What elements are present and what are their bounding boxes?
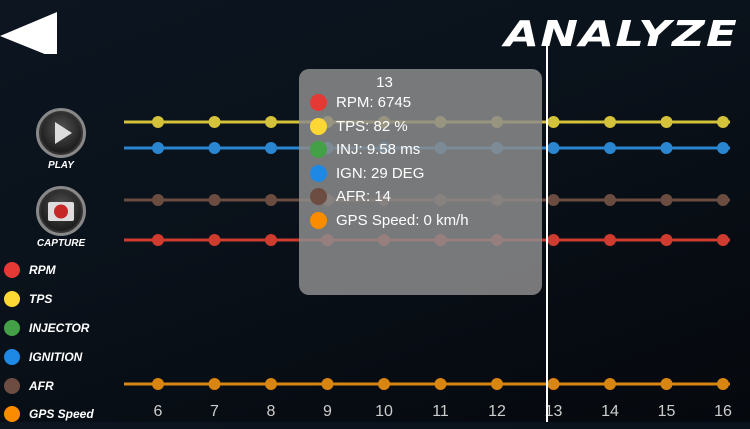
data-point[interactable] bbox=[208, 194, 221, 206]
legend-item-tps[interactable]: TPS bbox=[4, 285, 94, 314]
x-tick-label: 7 bbox=[210, 403, 219, 420]
data-point[interactable] bbox=[717, 234, 729, 246]
play-icon bbox=[36, 108, 86, 158]
data-point[interactable] bbox=[604, 378, 616, 390]
back-triangle-icon bbox=[0, 12, 57, 59]
data-point[interactable] bbox=[321, 378, 334, 390]
data-point[interactable] bbox=[547, 234, 560, 246]
data-point[interactable] bbox=[660, 234, 673, 246]
data-point[interactable] bbox=[378, 378, 390, 390]
x-tick-label: 13 bbox=[545, 403, 563, 420]
legend-item-ignition[interactable]: IGNITION bbox=[4, 342, 94, 371]
data-point[interactable] bbox=[265, 142, 277, 154]
legend: RPM TPS INJECTOR IGNITION AFR GPS Speed bbox=[4, 256, 94, 429]
tooltip-row-ign: IGN: 29 DEG bbox=[299, 162, 542, 186]
data-point[interactable] bbox=[717, 142, 729, 154]
camera-icon bbox=[36, 186, 86, 236]
data-point[interactable] bbox=[660, 378, 673, 390]
data-point[interactable] bbox=[547, 378, 560, 390]
tooltip-row-inj: INJ: 9.58 ms bbox=[299, 138, 542, 162]
legend-item-gps-speed[interactable]: GPS Speed bbox=[4, 400, 94, 429]
afr-dot-icon bbox=[4, 377, 20, 394]
data-point[interactable] bbox=[265, 194, 277, 206]
data-point[interactable] bbox=[604, 116, 616, 128]
legend-label: GPS Speed bbox=[29, 407, 94, 422]
tooltip-row-gps: GPS Speed: 0 km/h bbox=[299, 209, 542, 233]
data-point[interactable] bbox=[717, 116, 729, 128]
gps-speed-dot-icon bbox=[310, 211, 327, 229]
ignition-dot-icon bbox=[310, 164, 327, 182]
legend-item-rpm[interactable]: RPM bbox=[4, 256, 94, 285]
capture-button[interactable]: CAPTURE bbox=[16, 186, 106, 249]
data-point[interactable] bbox=[604, 234, 616, 246]
ignition-dot-icon bbox=[4, 348, 20, 365]
afr-dot-icon bbox=[310, 188, 327, 206]
injector-dot-icon bbox=[310, 141, 327, 159]
data-point[interactable] bbox=[547, 116, 560, 128]
x-tick-label: 8 bbox=[267, 403, 276, 420]
back-button[interactable] bbox=[0, 6, 58, 59]
tooltip-row-tps: TPS: 82 % bbox=[299, 115, 542, 139]
data-point[interactable] bbox=[660, 194, 673, 206]
x-tick-label: 9 bbox=[323, 403, 332, 420]
data-point[interactable] bbox=[265, 378, 277, 390]
x-tick-label: 11 bbox=[432, 403, 449, 420]
legend-item-afr[interactable]: AFR bbox=[4, 371, 94, 400]
x-tick-label: 10 bbox=[375, 403, 393, 420]
data-point[interactable] bbox=[434, 378, 447, 390]
legend-label: RPM bbox=[29, 263, 56, 278]
tooltip-text: INJ: 9.58 ms bbox=[336, 141, 421, 159]
data-point[interactable] bbox=[717, 194, 729, 206]
data-point[interactable] bbox=[152, 234, 164, 246]
rpm-dot-icon bbox=[4, 262, 20, 279]
data-point[interactable] bbox=[265, 234, 277, 246]
data-point[interactable] bbox=[208, 142, 221, 154]
rpm-dot-icon bbox=[310, 94, 327, 112]
data-tooltip: 13 RPM: 6745 TPS: 82 % INJ: 9.58 ms IGN:… bbox=[299, 69, 542, 295]
data-point[interactable] bbox=[660, 116, 673, 128]
gps-speed-dot-icon bbox=[4, 406, 20, 423]
tooltip-title: 13 bbox=[376, 74, 393, 91]
x-tick-label: 14 bbox=[601, 403, 619, 420]
legend-label: INJECTOR bbox=[29, 320, 90, 335]
data-point[interactable] bbox=[604, 194, 616, 206]
tps-dot-icon bbox=[4, 291, 20, 308]
x-tick-label: 15 bbox=[658, 403, 676, 420]
data-point[interactable] bbox=[547, 142, 560, 154]
tps-dot-icon bbox=[310, 117, 327, 135]
x-tick-label: 6 bbox=[154, 403, 163, 420]
play-button[interactable]: PLAY bbox=[16, 108, 106, 171]
tooltip-text: TPS: 82 % bbox=[336, 117, 408, 135]
data-point[interactable] bbox=[208, 234, 221, 246]
legend-item-injector[interactable]: INJECTOR bbox=[4, 314, 94, 343]
play-label: PLAY bbox=[48, 160, 74, 171]
tooltip-text: RPM: 6745 bbox=[336, 94, 412, 112]
data-point[interactable] bbox=[717, 378, 729, 390]
legend-label: AFR bbox=[29, 378, 54, 393]
data-point[interactable] bbox=[604, 142, 616, 154]
data-point[interactable] bbox=[491, 378, 503, 390]
legend-label: IGNITION bbox=[29, 349, 83, 364]
data-point[interactable] bbox=[265, 116, 277, 128]
tooltip-row-rpm: RPM: 6745 bbox=[299, 91, 542, 115]
data-point[interactable] bbox=[152, 142, 164, 154]
tooltip-text: GPS Speed: 0 km/h bbox=[336, 211, 469, 229]
tooltip-text: IGN: 29 DEG bbox=[336, 164, 425, 182]
data-point[interactable] bbox=[547, 194, 560, 206]
data-point[interactable] bbox=[152, 378, 164, 390]
tooltip-row-afr: AFR: 14 bbox=[299, 185, 542, 209]
page-title: ANALYZE bbox=[504, 14, 738, 55]
data-point[interactable] bbox=[208, 116, 221, 128]
capture-label: CAPTURE bbox=[36, 238, 86, 249]
injector-dot-icon bbox=[4, 319, 20, 336]
tooltip-text: AFR: 14 bbox=[336, 188, 392, 206]
data-point[interactable] bbox=[208, 378, 221, 390]
data-point[interactable] bbox=[152, 194, 164, 206]
legend-label: TPS bbox=[29, 292, 53, 307]
x-tick-label: 12 bbox=[488, 403, 506, 420]
data-point[interactable] bbox=[152, 116, 164, 128]
x-tick-label: 16 bbox=[714, 403, 732, 420]
data-point[interactable] bbox=[660, 142, 673, 154]
